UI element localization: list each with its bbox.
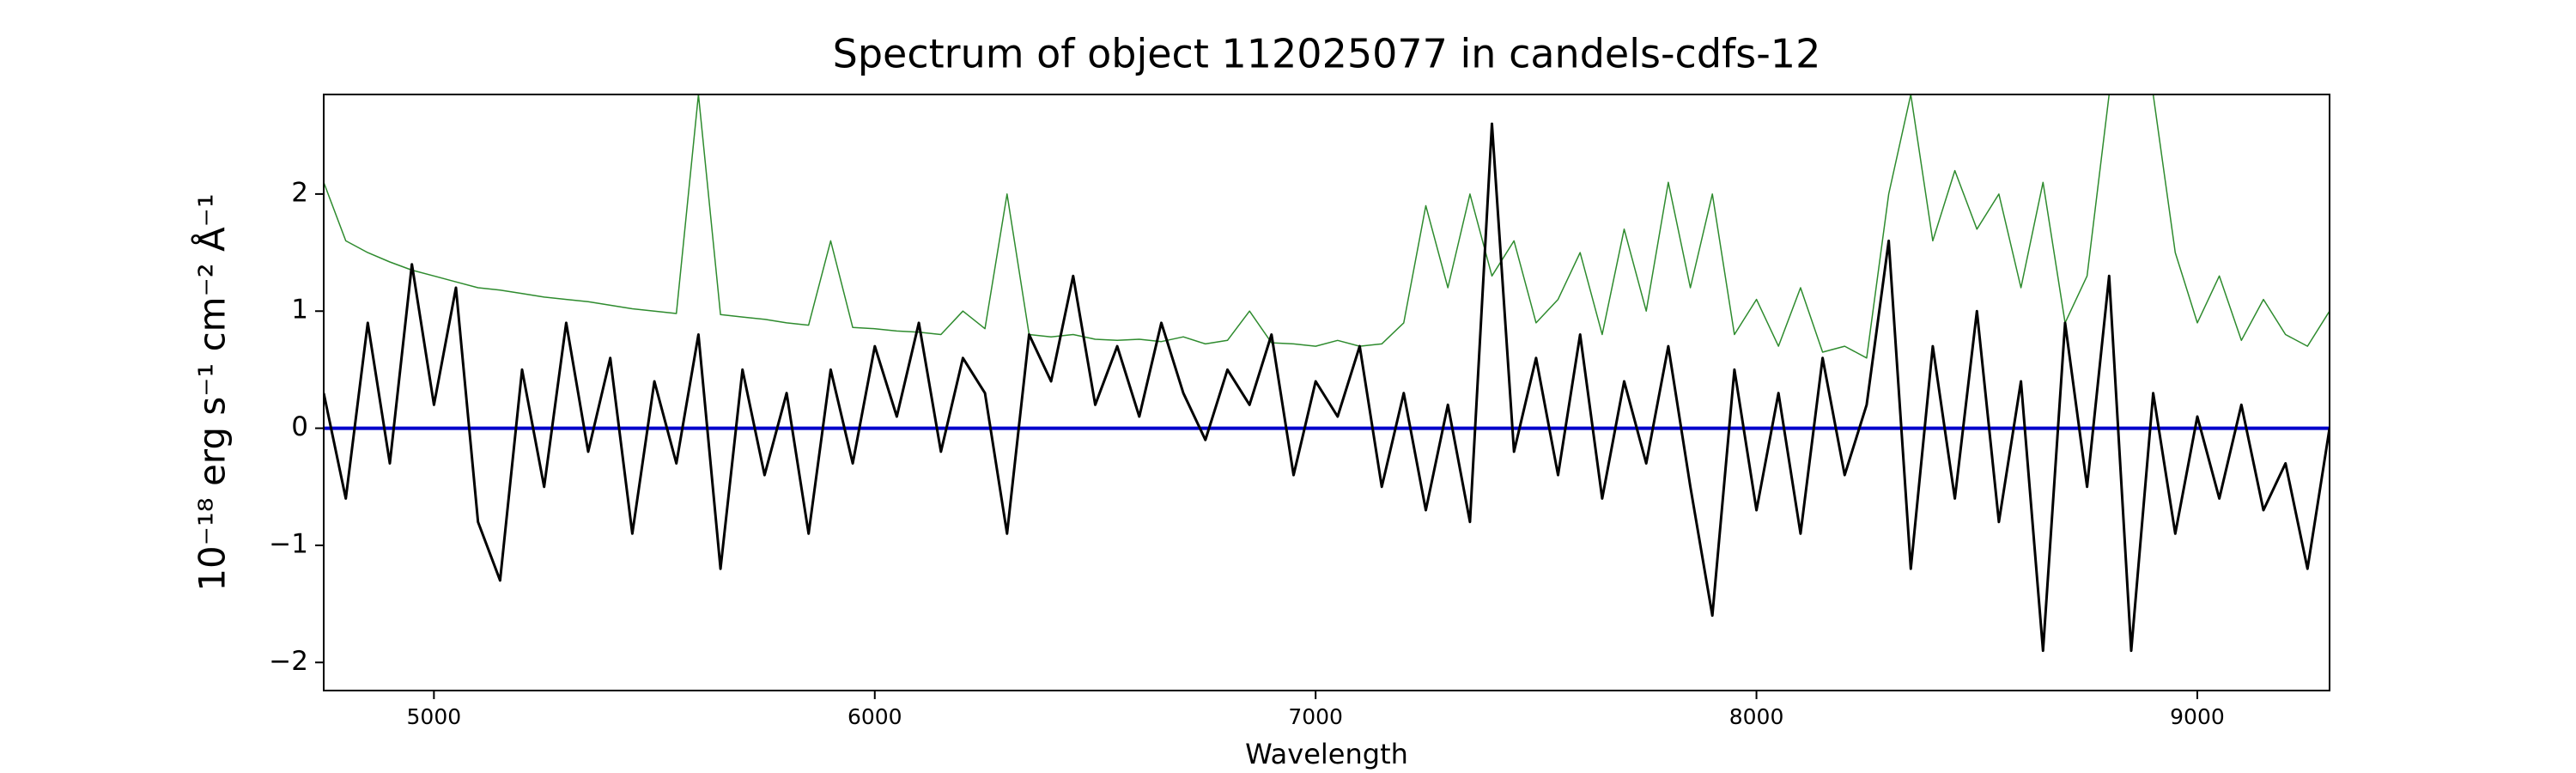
y-tick-label: 1 <box>291 295 308 326</box>
series-line <box>324 122 2330 653</box>
chart-title: Spectrum of object 112025077 in candels-… <box>833 31 1821 77</box>
x-tick-label: 7000 <box>1288 704 1343 729</box>
series-line <box>324 94 2330 359</box>
y-tick-label: 2 <box>291 177 308 208</box>
x-tick-label: 8000 <box>1729 704 1784 729</box>
y-tick-label: 0 <box>291 411 308 442</box>
x-tick-label: 9000 <box>2170 704 2225 729</box>
plot-frame <box>323 94 2330 691</box>
x-tick-label: 6000 <box>848 704 902 729</box>
y-tick-label: −1 <box>269 528 308 559</box>
y-axis-label: 10⁻¹⁸ erg s⁻¹ cm⁻² Å⁻¹ <box>191 193 234 591</box>
y-tick-label: −2 <box>269 646 308 677</box>
x-axis-label: Wavelength <box>1245 738 1408 770</box>
plot-area <box>324 94 2330 653</box>
x-tick-label: 5000 <box>407 704 462 729</box>
